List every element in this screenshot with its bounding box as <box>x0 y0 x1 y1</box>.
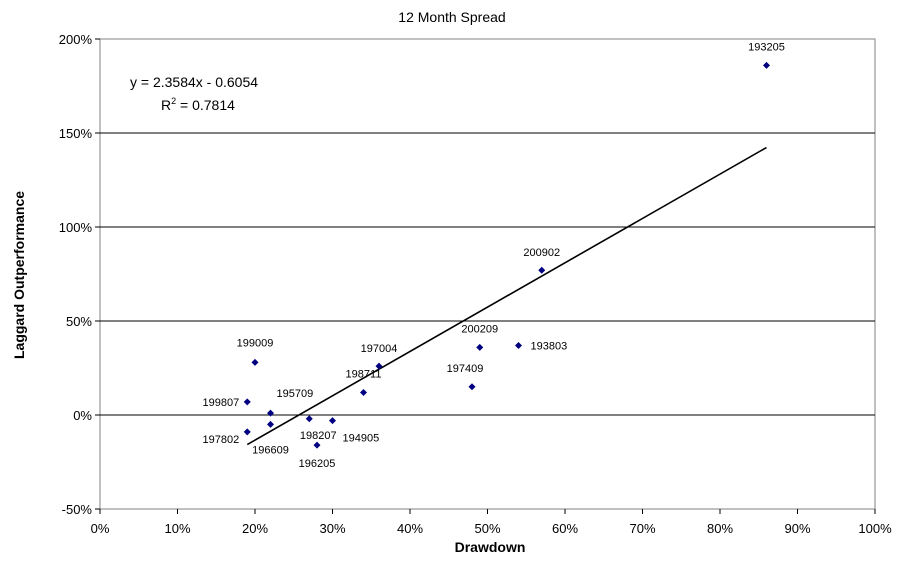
x-tick-label: 80% <box>707 521 733 536</box>
plot-area <box>99 38 876 510</box>
data-point-label: 198711 <box>346 368 382 380</box>
y-tick-label: 150% <box>59 126 93 141</box>
y-tick-label: 0% <box>73 408 92 423</box>
gridlines <box>100 132 875 416</box>
data-point <box>251 358 259 366</box>
data-point-label: 200902 <box>523 247 560 259</box>
data-point-label: 196205 <box>299 458 336 470</box>
r-squared-label: R2 = 0.7814 <box>161 96 235 113</box>
x-tick-label: 70% <box>629 521 655 536</box>
data-point <box>763 61 770 69</box>
x-axis-label: Drawdown <box>455 539 526 555</box>
data-point <box>476 343 484 351</box>
data-point-label: 196609 <box>252 444 289 456</box>
trend-equation: y = 2.3584x - 0.6054 <box>130 74 258 90</box>
x-tick-label: 90% <box>784 521 810 536</box>
x-axis-ticks: 0% 10% 20% 30% 40% 50% 60% 70% 80% 90% 100% <box>91 509 892 536</box>
data-point <box>243 428 251 436</box>
data-point <box>329 417 336 425</box>
y-tick-label: 200% <box>59 32 93 47</box>
data-point-label: 199009 <box>237 337 274 349</box>
data-points <box>243 61 770 449</box>
x-tick-label: 50% <box>474 521 500 536</box>
y-tick-label: -50% <box>62 502 93 517</box>
point-labels: 193205 200902 200209 193803 197409 197004 1987… <box>203 41 785 470</box>
data-point-label: 195709 <box>277 388 314 400</box>
x-tick-label: 20% <box>242 521 268 536</box>
data-point-label: 193205 <box>748 41 785 53</box>
data-point <box>360 388 367 396</box>
data-point-label: 199807 <box>203 397 240 409</box>
data-point <box>313 441 321 449</box>
y-axis-label: Laggard Outperformance <box>11 191 27 359</box>
data-point <box>267 420 274 428</box>
chart-title: 12 Month Spread <box>398 9 505 25</box>
data-point-label: 194905 <box>343 433 380 445</box>
y-tick-label: 100% <box>59 220 93 235</box>
x-tick-label: 30% <box>319 521 345 536</box>
x-tick-label: 60% <box>552 521 578 536</box>
data-point <box>375 362 383 370</box>
data-point <box>538 266 546 274</box>
data-point-label: 200209 <box>461 323 498 335</box>
data-point-label: 193803 <box>531 340 568 352</box>
data-point <box>468 383 476 391</box>
data-point-label: 197409 <box>447 363 484 375</box>
data-point-label: 197004 <box>361 343 398 355</box>
data-point <box>267 409 274 417</box>
data-point <box>515 341 522 349</box>
x-tick-label: 10% <box>164 521 190 536</box>
data-point <box>243 398 251 406</box>
data-point-label: 197802 <box>203 434 240 446</box>
x-tick-label: 100% <box>858 521 892 536</box>
r-squared-exponent: 2 <box>171 96 176 106</box>
trendline <box>246 146 767 446</box>
data-point <box>305 415 313 423</box>
y-axis-ticks: -50% 0% 50% 100% 150% 200% <box>59 32 100 517</box>
r-squared-value: = 0.7814 <box>176 97 235 113</box>
data-point-label: 198207 <box>300 430 337 442</box>
r-squared-symbol: R <box>161 97 171 113</box>
y-tick-label: 50% <box>66 314 92 329</box>
x-tick-label: 0% <box>91 521 110 536</box>
x-tick-label: 40% <box>397 521 423 536</box>
